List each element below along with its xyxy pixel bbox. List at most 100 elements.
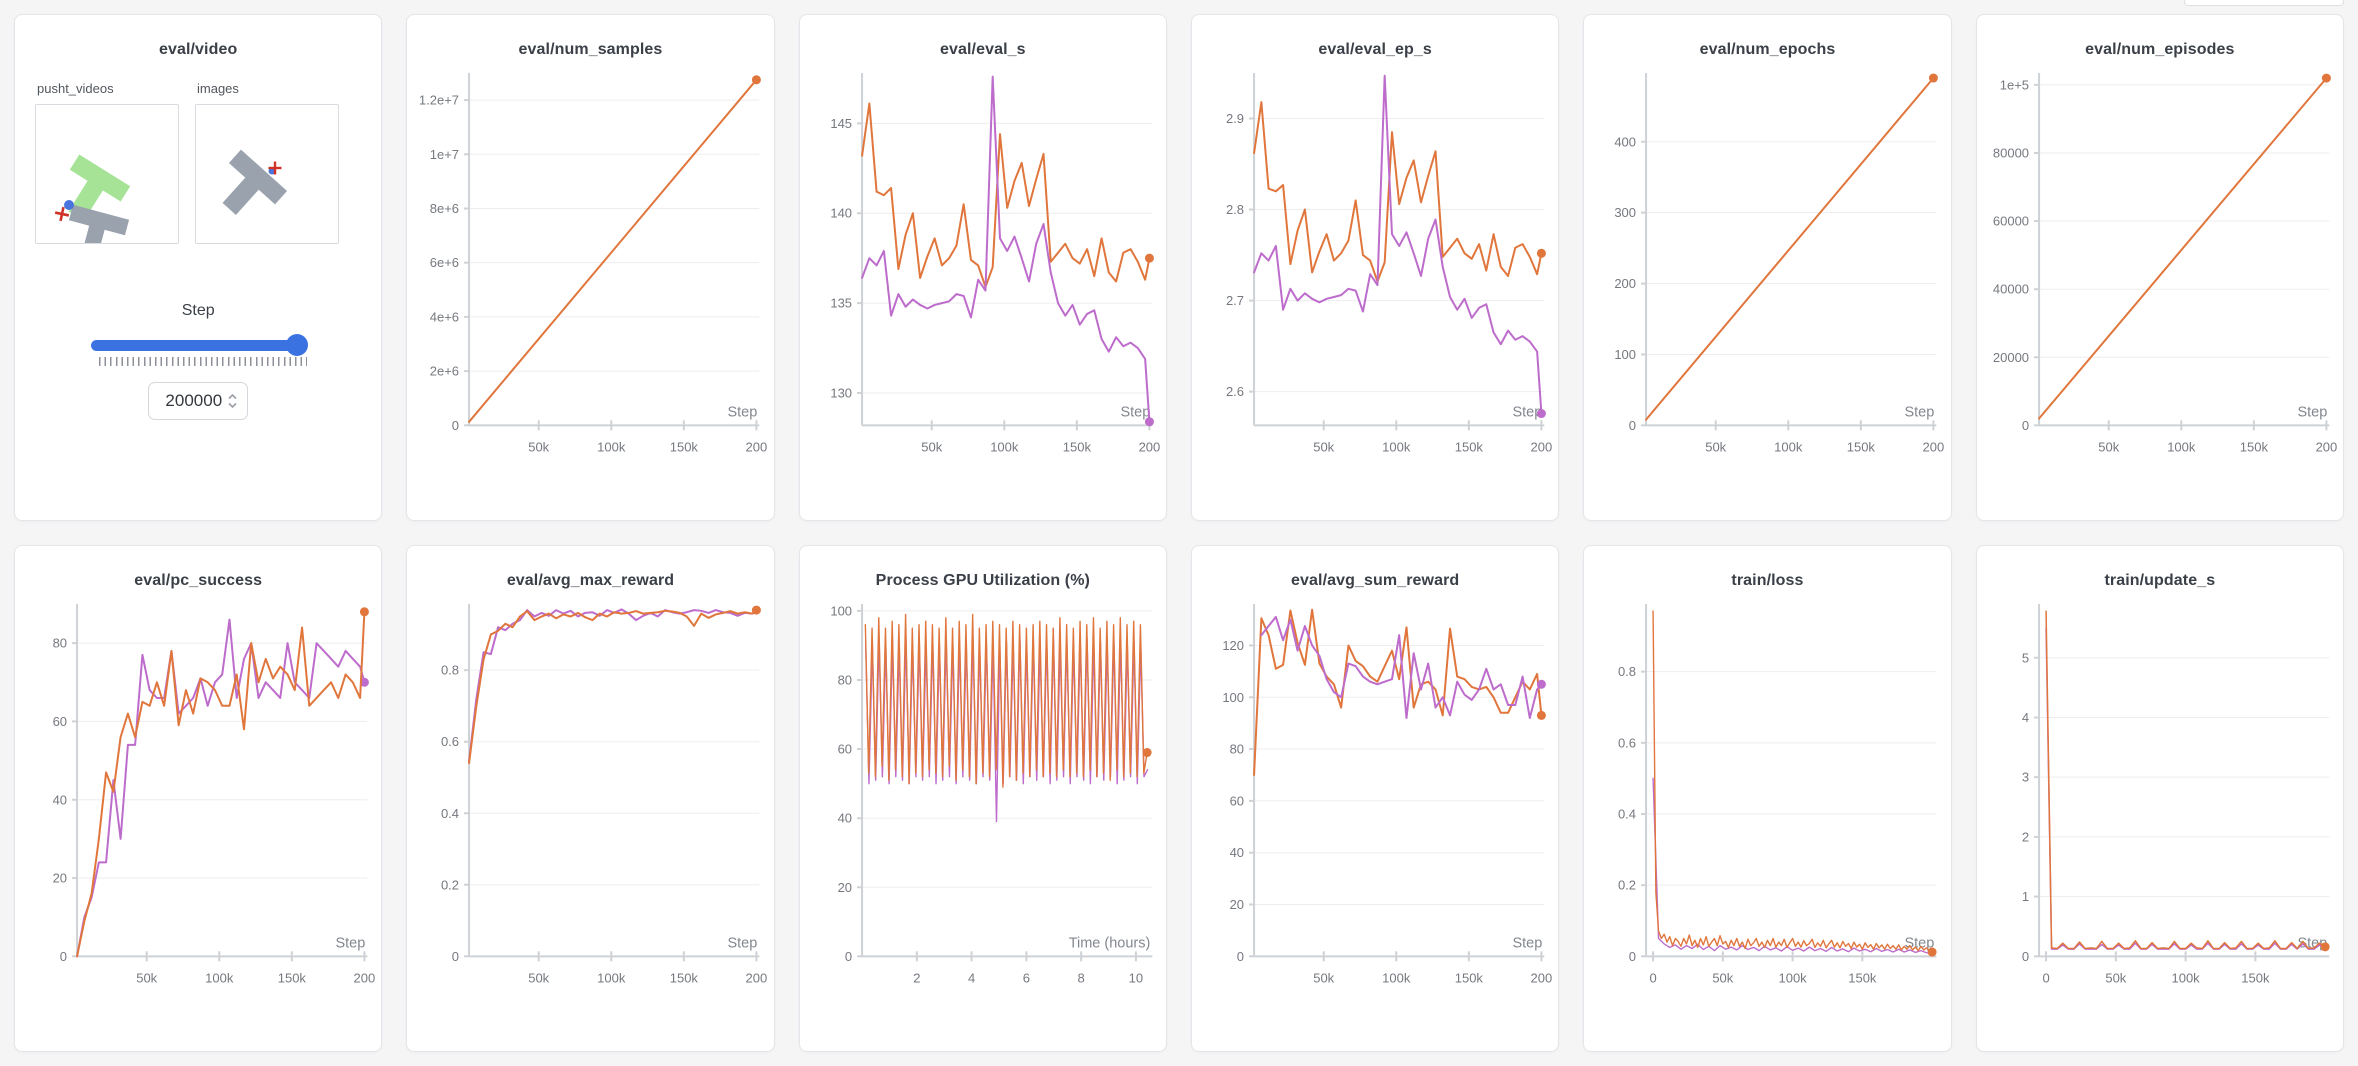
svg-text:100k: 100k	[1775, 439, 1804, 454]
svg-text:200: 200	[354, 970, 376, 985]
svg-text:0.6: 0.6	[441, 734, 459, 749]
svg-text:100k: 100k	[1382, 439, 1411, 454]
media-row: pusht_videos	[15, 63, 381, 261]
svg-text:200: 200	[1923, 439, 1945, 454]
svg-text:0.2: 0.2	[1618, 878, 1636, 893]
step-value-input[interactable]	[158, 390, 225, 412]
chart-panel-eval-avg-sum-reward: eval/avg_sum_reward 0 20 40 60 80 100 120 50k 10…	[1191, 545, 1560, 1052]
chart-canvas-eval-eval-s[interactable]: 130 135 140 145 50k 100k 150k 200 Step	[800, 63, 1166, 487]
svg-text:0.4: 0.4	[441, 806, 459, 821]
media-label: pusht_videos	[37, 81, 114, 96]
step-slider-label: Step	[181, 302, 215, 319]
pusht-image-thumbnail	[222, 149, 288, 215]
goal-cross-icon	[268, 161, 282, 175]
svg-text:50k: 50k	[921, 439, 942, 454]
svg-text:150k: 150k	[278, 970, 307, 985]
video-thumbnail[interactable]	[35, 104, 179, 261]
svg-text:60: 60	[837, 742, 851, 757]
pusht-scene-thumbnail	[54, 154, 131, 261]
step-control: Step	[15, 302, 381, 420]
chart-canvas-eval-num-epochs[interactable]: 0 100 200 300 400 50k 100k 150k 200 Step	[1584, 63, 1950, 487]
chart-panel-eval-num-epochs: eval/num_epochs 0 100 200 300 400 50k 100k 150k…	[1583, 14, 1952, 521]
goal-cross-icon	[54, 206, 70, 222]
chart-title: Process GPU Utilization (%)	[875, 572, 1090, 589]
svg-text:40: 40	[1230, 845, 1244, 860]
svg-text:150k: 150k	[1062, 439, 1091, 454]
step-value-box	[148, 382, 249, 420]
svg-text:4: 4	[2021, 710, 2028, 725]
svg-text:200: 200	[1531, 970, 1553, 985]
svg-text:200: 200	[1138, 439, 1160, 454]
svg-text:Step: Step	[2297, 404, 2327, 420]
chart-panel-train-update-s: train/update_s 0 1 2 3 4 5 0 50k 100k 150k Step	[1975, 545, 2344, 1052]
image-thumbnail[interactable]	[195, 104, 339, 244]
chart-canvas-eval-avg-max-reward[interactable]: 0 0.2 0.4 0.6 0.8 50k 100k 150k 200 Step	[407, 594, 773, 1018]
svg-text:Time (hours): Time (hours)	[1068, 935, 1150, 951]
svg-text:100k: 100k	[2167, 439, 2196, 454]
svg-text:8: 8	[1077, 970, 1084, 985]
agent-dot	[64, 200, 74, 210]
svg-text:50k: 50k	[136, 970, 157, 985]
chart-canvas-eval-pc-success[interactable]: 0 20 40 60 80 50k 100k 150k 200 Step	[15, 594, 381, 1018]
svg-text:150k: 150k	[2241, 970, 2270, 985]
slider-track[interactable]	[91, 339, 306, 351]
chart-canvas-process-gpu-utilization[interactable]: 0 20 40 60 80 100 2 4 6 8 10 Time (hours)	[800, 594, 1166, 1018]
svg-text:2.9: 2.9	[1226, 111, 1244, 126]
svg-text:60: 60	[53, 714, 67, 729]
svg-text:0: 0	[2021, 418, 2028, 433]
svg-text:4e+6: 4e+6	[430, 309, 459, 324]
svg-text:50k: 50k	[2098, 439, 2119, 454]
panel-title: eval/video	[158, 41, 238, 58]
svg-text:Step: Step	[2297, 935, 2327, 951]
svg-text:50k: 50k	[1313, 439, 1334, 454]
media-pusht-videos: pusht_videos	[35, 77, 179, 261]
svg-text:100k: 100k	[598, 439, 627, 454]
step-slider[interactable]	[91, 334, 309, 356]
svg-text:0.2: 0.2	[441, 877, 459, 892]
svg-text:0.8: 0.8	[441, 663, 459, 678]
svg-text:50k: 50k	[1706, 439, 1727, 454]
chart-title: eval/pc_success	[134, 572, 263, 589]
svg-text:2.7: 2.7	[1226, 293, 1244, 308]
chart-panel-eval-num-episodes: eval/num_episodes 0 20000 40000 60000 80000 1…	[1975, 14, 2344, 521]
svg-text:200: 200	[2315, 439, 2337, 454]
chart-panel-process-gpu-utilization: Process GPU Utilization (%) 0 20 40 60 80 100…	[798, 545, 1167, 1052]
slider-thumb[interactable]	[286, 334, 309, 356]
svg-text:0: 0	[1629, 949, 1636, 964]
svg-text:50k: 50k	[529, 439, 550, 454]
svg-text:0: 0	[844, 949, 851, 964]
svg-text:0: 0	[1650, 970, 1657, 985]
svg-text:80: 80	[1230, 742, 1244, 757]
chart-canvas-train-update-s[interactable]: 0 1 2 3 4 5 0 50k 100k 150k Step	[1977, 594, 2343, 1018]
svg-text:130: 130	[830, 386, 852, 401]
svg-text:Step: Step	[1512, 404, 1542, 420]
chart-title: train/loss	[1731, 572, 1804, 589]
chart-title: eval/num_epochs	[1699, 41, 1836, 58]
svg-text:60: 60	[1230, 793, 1244, 808]
svg-text:2.8: 2.8	[1226, 202, 1244, 217]
svg-text:Step: Step	[1905, 404, 1935, 420]
svg-text:40000: 40000	[1993, 282, 2029, 297]
svg-text:120: 120	[1222, 638, 1244, 653]
chart-canvas-eval-num-episodes[interactable]: 0 20000 40000 60000 80000 1e+5 50k 100k 150k 200 S…	[1977, 63, 2343, 487]
svg-text:300: 300	[1615, 205, 1637, 220]
svg-text:200: 200	[746, 970, 768, 985]
chart-canvas-eval-avg-sum-reward[interactable]: 0 20 40 60 80 100 120 50k 100k 150k 200 Step	[1192, 594, 1558, 1018]
svg-text:2e+6: 2e+6	[430, 364, 459, 379]
stepper-arrows[interactable]	[227, 392, 238, 410]
chart-canvas-eval-num-samples[interactable]: 0 2e+6 4e+6 6e+6 8e+6 1e+7 1.2e+7 50k 100k 150k 20…	[407, 63, 773, 487]
svg-text:5: 5	[2021, 650, 2028, 665]
svg-text:20: 20	[837, 880, 851, 895]
svg-text:20: 20	[1230, 897, 1244, 912]
chevron-up-icon	[228, 393, 237, 400]
svg-text:20000: 20000	[1993, 350, 2029, 365]
svg-text:140: 140	[830, 206, 852, 221]
chart-title: eval/eval_s	[940, 41, 1026, 58]
media-label: images	[197, 81, 239, 96]
svg-text:0: 0	[1237, 949, 1244, 964]
chart-canvas-eval-eval-ep-s[interactable]: 2.6 2.7 2.8 2.9 50k 100k 150k 200 Step	[1192, 63, 1558, 487]
svg-text:150k: 150k	[670, 439, 699, 454]
chart-title: eval/eval_ep_s	[1318, 41, 1432, 58]
